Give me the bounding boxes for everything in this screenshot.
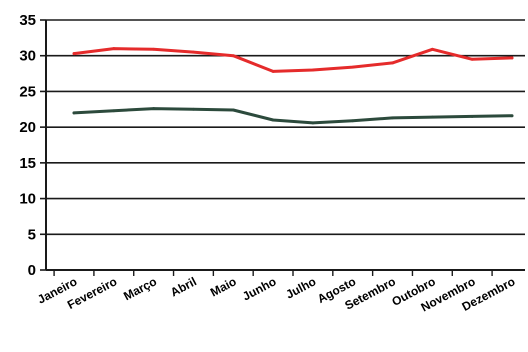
y-tick-label-4: 20: [19, 119, 36, 136]
series-1-point-11: [510, 114, 514, 118]
series-1-point-7: [351, 119, 355, 123]
series-1-point-10: [470, 115, 474, 118]
series-0-point-11: [510, 56, 514, 60]
series-1-point-9: [430, 115, 434, 119]
y-tick-label-3: 15: [19, 155, 36, 172]
y-tick-label-6: 30: [19, 48, 36, 65]
y-tick-label-0: 0: [28, 262, 36, 279]
series-0-point-2: [152, 47, 156, 51]
axis-layer: [40, 19, 493, 276]
series-0-point-9: [430, 47, 434, 51]
series-1-point-1: [112, 109, 116, 113]
x-tick-label-5: Junho: [240, 274, 278, 303]
x-tick-label-4: Maio: [208, 274, 239, 299]
series-layer: [72, 47, 514, 125]
series-0-point-1: [112, 47, 116, 50]
series-1-point-4: [231, 108, 235, 112]
series-0-point-10: [470, 57, 474, 61]
y-tick-label-7: 35: [19, 12, 36, 29]
series-line-1: [72, 107, 514, 125]
series-1-point-8: [391, 116, 394, 120]
series-1-point-3: [192, 107, 195, 111]
series-1-point-6: [311, 121, 315, 125]
series-0-point-5: [271, 70, 275, 73]
series-0-point-4: [231, 54, 235, 58]
series-0-point-7: [351, 65, 355, 69]
y-tick-label-2: 10: [19, 191, 36, 208]
series-1-point-0: [72, 111, 76, 115]
series-1-point-5: [271, 118, 275, 122]
x-tick-label-6: Julho: [283, 274, 318, 301]
series-line-0: [72, 47, 514, 73]
x-tick-label-2: Março: [121, 274, 159, 303]
grid-layer: [46, 19, 525, 271]
series-1-point-2: [152, 107, 156, 110]
y-tick-label-1: 5: [28, 226, 36, 243]
series-0-point-6: [311, 68, 315, 72]
series-0-point-8: [391, 61, 394, 65]
x-tick-label-3: Abril: [168, 274, 199, 299]
y-tick-label-5: 25: [19, 83, 36, 100]
series-0-point-3: [192, 50, 195, 54]
series-0-point-0: [72, 52, 76, 55]
